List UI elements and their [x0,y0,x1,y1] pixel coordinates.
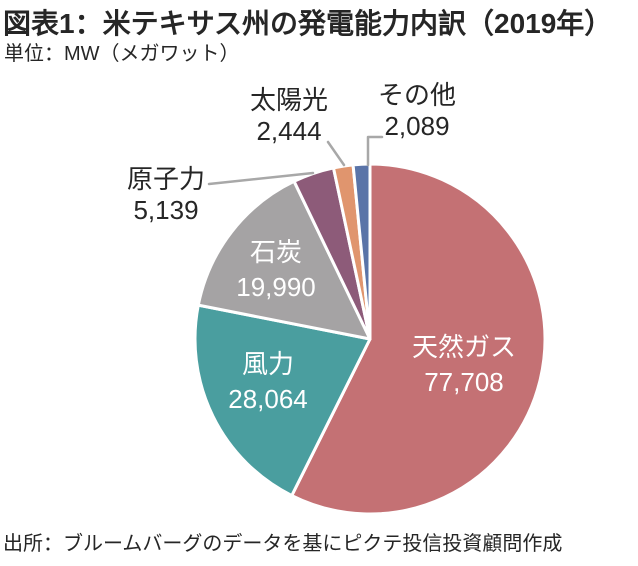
pie-slices [193,162,547,516]
slice-name-wind: 風力 [241,349,294,379]
slice-label-nuclear: 原子力 5,139 [127,164,205,226]
slice-label-natural-gas: 天然ガス 77,708 [412,330,516,400]
slice-name-coal: 石炭 [249,237,302,267]
pie-slice-wind [193,303,372,498]
figure-title: 図表1：米テキサス州の発電能力内訳（2019年） [3,8,613,39]
slice-name-solar: 太陽光 [249,85,329,115]
leader-line-other [366,135,384,167]
pie-slice-natural-gas [290,162,547,516]
slice-value-wind: 28,064 [228,384,308,414]
pie-slice-other [351,162,372,341]
slice-label-wind: 風力 28,064 [228,347,308,417]
leader-lines [207,135,384,186]
leader-line-nuclear [207,171,315,186]
source-note: 出所：ブルームバーグのデータを基にピクテ投信投資顧問作成 [3,533,563,555]
slice-name-other: その他 [377,80,457,110]
slice-value-coal: 19,990 [236,272,316,302]
slice-name-nuclear: 原子力 [126,164,206,194]
leader-line-solar [326,140,346,167]
slice-value-other: 2,089 [384,111,450,141]
pie-slice-coal [196,179,372,341]
slice-label-solar: 太陽光 2,444 [250,85,328,147]
slice-label-other: その他 2,089 [378,80,456,142]
slice-value-natural-gas: 77,708 [424,367,504,397]
slice-value-solar: 2,444 [256,116,322,146]
unit-label: 単位：MW（メガワット） [4,43,240,65]
slice-label-coal: 石炭 19,990 [236,235,316,305]
slice-name-natural-gas: 天然ガス [411,332,517,362]
slice-value-nuclear: 5,139 [133,195,199,225]
